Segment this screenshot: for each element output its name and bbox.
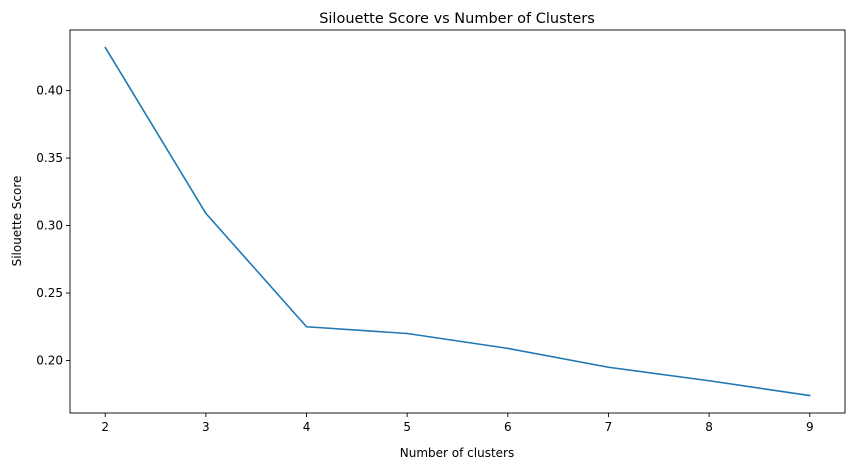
x-tick-label: 7 <box>605 420 613 434</box>
y-tick-label: 0.20 <box>36 354 63 368</box>
x-tick-label: 6 <box>504 420 512 434</box>
x-tick-label: 9 <box>806 420 814 434</box>
series-line-0 <box>104 46 810 397</box>
data-point <box>507 347 509 350</box>
data-point <box>406 332 408 335</box>
y-tick-label: 0.25 <box>36 286 63 300</box>
data-point <box>607 366 610 369</box>
y-tick-label: 0.35 <box>36 151 63 165</box>
x-axis-label: Number of clusters <box>400 446 514 460</box>
y-axis-label: Silouette Score <box>10 176 24 267</box>
x-tick-label: 2 <box>101 420 109 434</box>
y-tick-label: 0.30 <box>36 219 63 233</box>
x-tick-label: 8 <box>705 420 713 434</box>
series-layer <box>104 46 811 397</box>
x-tick-label: 3 <box>202 420 210 434</box>
y-axis: 0.20 0.25 0.30 0.35 0.40 <box>36 84 70 368</box>
chart-title: Silouette Score vs Number of Clusters <box>319 11 595 27</box>
x-tick-label: 5 <box>403 420 411 434</box>
y-tick-label: 0.40 <box>36 84 63 98</box>
x-tick-label: 4 <box>303 420 311 434</box>
plot-area-frame <box>69 29 846 414</box>
data-point <box>708 379 710 382</box>
data-point <box>305 325 308 328</box>
x-axis: 2 3 4 5 6 7 8 9 <box>101 413 814 434</box>
data-point <box>808 394 811 397</box>
data-point <box>104 46 107 49</box>
data-point <box>205 212 207 215</box>
